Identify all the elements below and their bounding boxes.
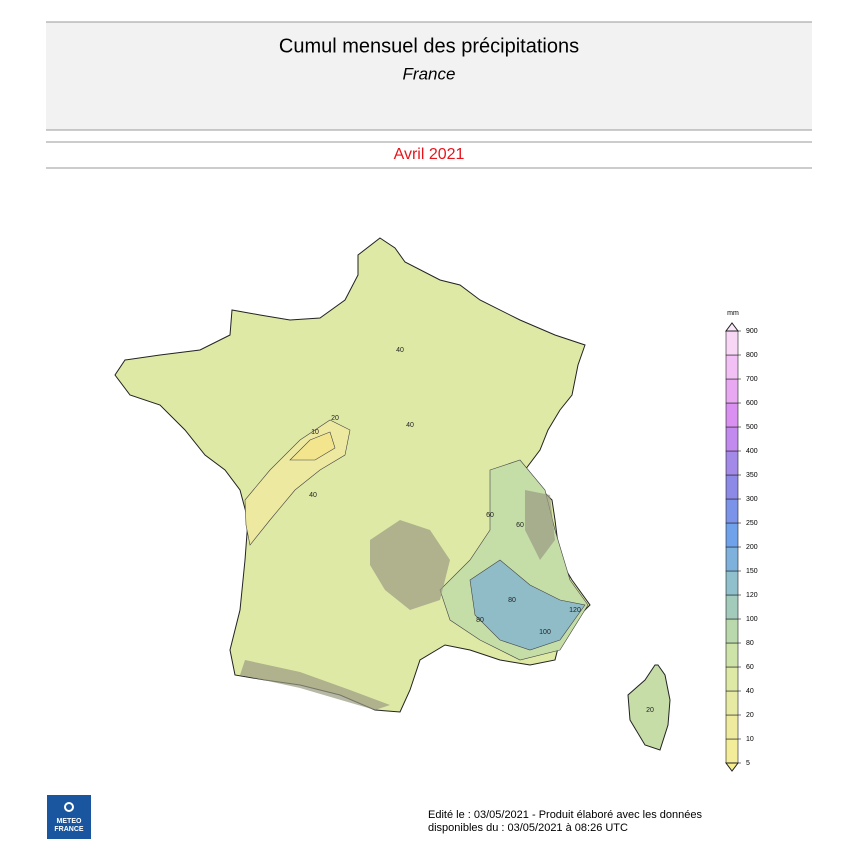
tick-label: 250 [746,520,758,527]
tick-label: 120 [746,592,758,599]
color-segment [725,594,739,620]
tick-label: 20 [746,712,754,719]
title: Cumul mensuel des précipitations [279,35,579,57]
color-segment [725,618,739,644]
tick-label: 40 [746,688,754,695]
tick-label: 300 [746,496,758,503]
colorbar: mm 5 10 20 40 60 80 100 120 150 200 250 300 350 400 50… [725,310,758,772]
contour-label: 80 [508,597,516,604]
contour-label: 60 [516,522,524,529]
tick-label: 60 [746,664,754,671]
legend-unit: mm [727,310,739,317]
footer-line: Edité le : 03/05/2021 - Produit élaboré … [428,809,702,821]
color-segment [725,666,739,692]
tick-label: 400 [746,448,758,455]
logo-text: METEO [57,818,82,825]
tick-label: 600 [746,400,758,407]
color-segment [725,450,739,476]
contour-labels: 40 10 20 40 40 60 80 100 120 80 60 20 [309,347,654,714]
color-segment [725,570,739,596]
color-segment [725,474,739,500]
very-dry-zone [289,431,336,461]
color-segment [725,546,739,572]
contour-label: 100 [539,629,551,636]
tick-label: 900 [746,328,758,335]
tick-label: 800 [746,352,758,359]
period: Avril 2021 [394,146,465,163]
tick-label: 10 [746,736,754,743]
tick-label: 500 [746,424,758,431]
tick-label: 100 [746,616,758,623]
france-map [114,237,671,751]
color-segment [725,402,739,428]
relief [240,490,555,710]
color-segment [725,690,739,716]
color-segment [725,522,739,548]
logo-text: FRANCE [54,826,83,833]
contour-label: 40 [309,492,317,499]
tick-label: 350 [746,472,758,479]
color-segment [725,642,739,668]
color-segment [725,330,739,356]
color-segment [725,426,739,452]
contour-label: 20 [646,707,654,714]
footer-line: disponibles du : 03/05/2021 à 08:26 UTC [428,822,628,834]
contour-label: 60 [486,512,494,519]
contour-label: 120 [569,607,581,614]
color-segment [725,714,739,740]
contour-label: 40 [406,422,414,429]
color-segment [725,738,739,764]
logo-icon [64,802,74,812]
contour-label: 10 [311,429,319,436]
very-wet-zone [469,559,586,651]
color-end-low [725,762,739,772]
color-segment [725,354,739,380]
corsica [627,664,671,751]
header-box [46,22,812,130]
contour-label: 20 [331,415,339,422]
color-end-high [725,322,739,332]
tick-label: 200 [746,544,758,551]
tick-label: 80 [746,640,754,647]
tick-label: 5 [746,760,750,767]
color-segment [725,378,739,404]
contour-label: 40 [396,347,404,354]
tick-label: 700 [746,376,758,383]
contour-label: 80 [476,617,484,624]
color-segment [725,498,739,524]
subtitle: France [403,64,456,83]
tick-label: 150 [746,568,758,575]
